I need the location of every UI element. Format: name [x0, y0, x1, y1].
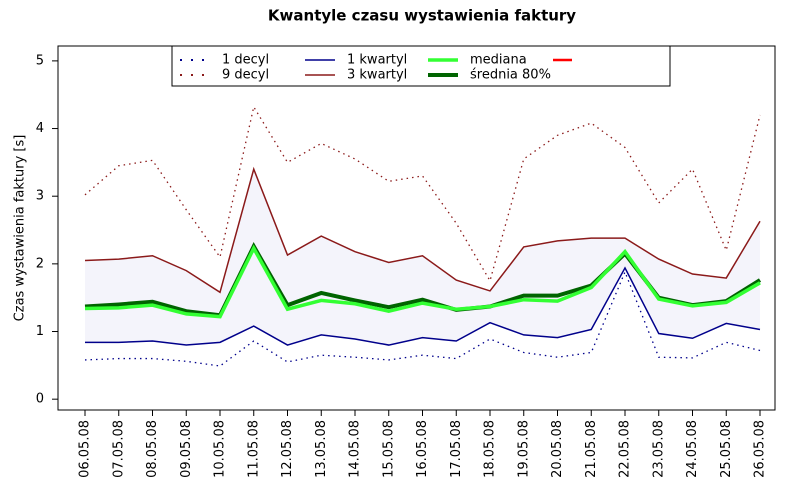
x-tick-label: 09.05.08	[179, 420, 194, 478]
legend-box	[171, 45, 671, 87]
x-tick-label: 19.05.08	[516, 420, 531, 478]
y-tick-label: 4	[36, 121, 44, 136]
y-tick-label: 2	[36, 256, 44, 271]
series-line	[84, 244, 761, 319]
x-tick-label: 26.05.08	[753, 420, 768, 478]
legend-label: 9 decyl	[222, 68, 269, 83]
legend-label: 1 decyl	[222, 53, 269, 68]
x-tick-label: 16.05.08	[415, 420, 430, 478]
x-tick-label: 11.05.08	[246, 420, 261, 478]
x-tick-label: 17.05.08	[449, 420, 464, 478]
iqr-band	[85, 169, 760, 346]
legend-label: 3 kwartyl	[347, 68, 407, 83]
x-tick-label: 21.05.08	[584, 420, 599, 478]
x-tick-label: 10.05.08	[213, 420, 228, 478]
x-tick-label: 08.05.08	[145, 420, 160, 478]
x-tick-label: 14.05.08	[348, 420, 363, 478]
legend-label: 1 kwartyl	[347, 53, 407, 68]
x-tick-label: 18.05.08	[483, 420, 498, 478]
series-line	[84, 105, 761, 283]
legend-label: mediana	[470, 53, 527, 68]
y-tick-label: 5	[36, 53, 44, 68]
x-tick-label: 12.05.08	[280, 420, 295, 478]
y-tick-label: 1	[36, 324, 44, 339]
x-tick-label: 25.05.08	[719, 420, 734, 478]
plot-area	[84, 105, 762, 367]
x-tick-label: 22.05.08	[618, 420, 633, 478]
series-line	[84, 270, 761, 367]
y-tick-label: 0	[36, 392, 44, 407]
x-tick-label: 13.05.08	[314, 420, 329, 478]
legend-label: średnia 80%	[470, 68, 551, 83]
series-line	[84, 166, 761, 294]
x-tick-label: 15.05.08	[381, 420, 396, 478]
x-tick-label: 24.05.08	[685, 420, 700, 478]
x-tick-label: 07.05.08	[111, 420, 126, 478]
y-axis-label: Czas wystawienia faktury [s]	[13, 135, 28, 322]
x-tick-label: 20.05.08	[550, 420, 565, 478]
x-tick-label: 23.05.08	[651, 420, 666, 478]
chart-title: Kwantyle czasu wystawienia faktury	[268, 7, 576, 25]
y-tick-label: 3	[36, 189, 44, 204]
series-line	[85, 266, 761, 346]
x-tick-label: 06.05.08	[78, 420, 93, 478]
